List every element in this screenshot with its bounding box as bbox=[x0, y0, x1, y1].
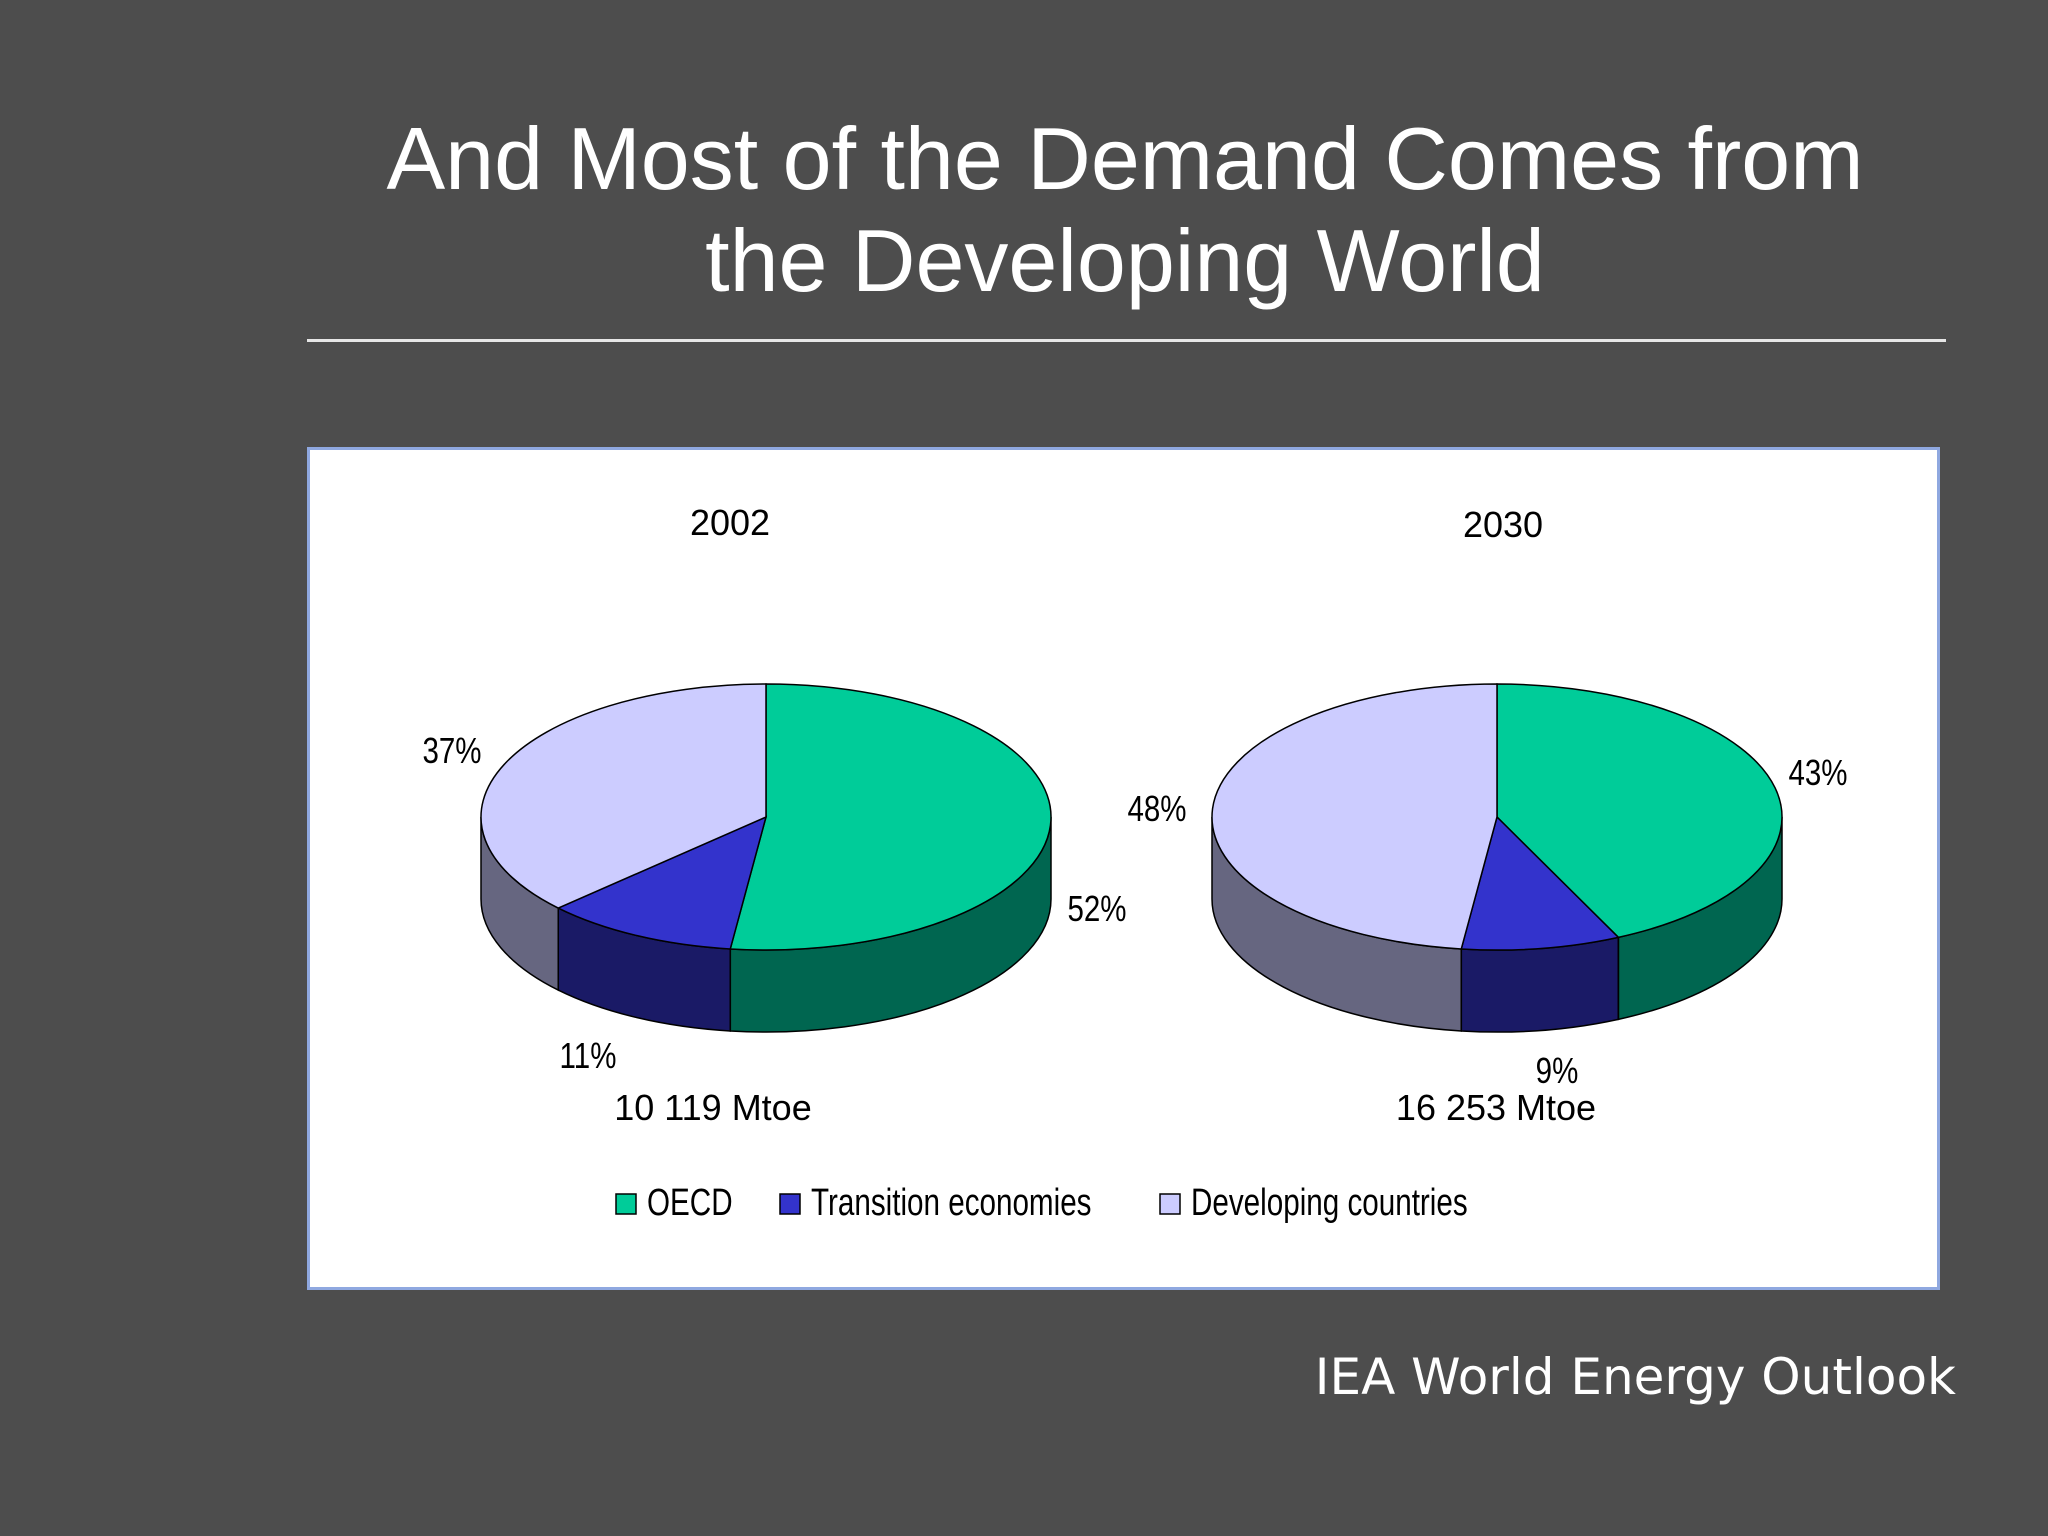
pie-2030-slice-transition-economies bbox=[1460, 815, 1620, 951]
pie-2030-slice-developing-countries bbox=[1211, 683, 1498, 950]
pie-2030-side-transition-economies bbox=[1460, 936, 1620, 1033]
pie-2002-total: 10 119 Mtoe bbox=[614, 1087, 811, 1128]
title-divider bbox=[307, 339, 1946, 342]
pie-2030-title: 2030 bbox=[1463, 504, 1543, 545]
pie-2002-label-developing-countries: 37% bbox=[422, 730, 481, 770]
pie-2030-label-oecd: 43% bbox=[1788, 752, 1847, 792]
legend-label-developing-countries: Developing countries bbox=[1191, 1182, 1468, 1224]
pie-2002-label-transition-economies: 11% bbox=[560, 1035, 617, 1075]
legend-label-oecd: OECD bbox=[647, 1182, 733, 1224]
pie-2002-title: 2002 bbox=[690, 502, 770, 543]
pie-2002-slice-oecd bbox=[729, 683, 1052, 951]
pie-2030-total: 16 253 Mtoe bbox=[1396, 1087, 1596, 1128]
pie-2030-label-developing-countries: 48% bbox=[1127, 788, 1186, 828]
pie-2002-label-oecd: 52% bbox=[1067, 888, 1126, 928]
slide-title: And Most of the Demand Comes from the De… bbox=[300, 108, 1950, 312]
slide-title-line-2: the Developing World bbox=[705, 211, 1545, 310]
legend-swatch-developing-countries bbox=[1159, 1193, 1181, 1215]
legend-swatch-oecd bbox=[615, 1193, 637, 1215]
pie-2030-slice-oecd bbox=[1496, 683, 1783, 939]
source-note: IEA World Energy Outlook bbox=[1314, 1348, 1956, 1406]
pie-2030-label-transition-economies: 9% bbox=[1536, 1050, 1579, 1090]
legend-label-transition-economies: Transition economies bbox=[811, 1182, 1091, 1224]
legend-swatch-transition-economies bbox=[779, 1193, 801, 1215]
pie-2002-slice-transition-economies bbox=[556, 815, 768, 950]
chart-panel: 2002 10 119 Mtoe 52% 11% 37% 2030 16 253 Mtoe 4… bbox=[307, 447, 1940, 1290]
pie-charts: 2002 10 119 Mtoe 52% 11% 37% 2030 16 253 Mtoe 4… bbox=[422, 502, 1847, 1224]
slide-title-line-1: And Most of the Demand Comes from bbox=[386, 109, 1864, 208]
pie-2002-slice-developing-countries bbox=[480, 683, 767, 909]
